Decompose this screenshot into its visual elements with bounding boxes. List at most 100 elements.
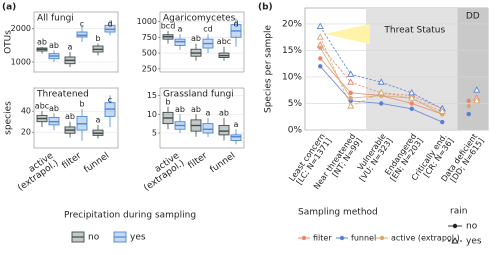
legend-key-marker (379, 235, 385, 241)
marker (377, 88, 385, 96)
x-tick-label-group: funnel (82, 151, 111, 175)
significance-letter: ab (219, 109, 229, 118)
facet-panel (159, 87, 245, 149)
facet-title: Threatened (36, 90, 89, 100)
legend-label: yes (130, 233, 146, 243)
significance-letter: d (107, 20, 112, 29)
box (202, 123, 214, 134)
significance-letter: cd (203, 25, 212, 34)
significance-letter: b (79, 100, 84, 109)
significance-letter: ab (175, 105, 185, 114)
marker (318, 45, 323, 50)
significance-letter: abc (35, 102, 49, 111)
marker (379, 101, 384, 106)
significance-letter: ab (37, 38, 47, 47)
y-tick-label: 1000 (137, 17, 157, 26)
y-tick-label: 500 (142, 49, 157, 58)
legend-label: yes (466, 237, 482, 247)
marker (473, 86, 481, 93)
marker (466, 98, 471, 104)
significance-letter: bcd (161, 21, 176, 30)
significance-letter: a (206, 109, 211, 118)
marker (347, 78, 355, 85)
marker (348, 95, 353, 101)
legend-title: Precipitation during sampling (64, 211, 196, 221)
significance-letter: a (178, 25, 183, 34)
y-tick-label: 5% (288, 99, 303, 109)
significance-letter: a (96, 115, 101, 124)
significance-letter: b (165, 97, 170, 106)
y-tick-label: 15 (147, 91, 157, 100)
x-tick-label-group: active(extrapol.) (16, 151, 60, 194)
legend-title: rain (450, 207, 467, 217)
significance-letter: d (233, 20, 238, 29)
significance-letter: ab (49, 104, 59, 113)
facet-title: All fungi (37, 14, 74, 24)
marker (316, 22, 324, 30)
y-tick-label: 10 (147, 110, 157, 119)
box (218, 125, 230, 136)
legend-label: funnel (351, 234, 376, 243)
marker (452, 223, 458, 229)
y-axis-label: species (4, 101, 14, 135)
legend-title: Sampling method (298, 208, 378, 218)
marker (409, 101, 414, 106)
marker (409, 106, 414, 111)
y-tick-label: 20% (282, 19, 302, 29)
marker (318, 56, 323, 61)
x-tick-label: funnel (82, 151, 111, 175)
x-tick-label: funnel (208, 151, 237, 175)
y-tick-label: 1000 (11, 58, 31, 67)
annotation: DD (466, 12, 480, 22)
y-tick-label: 15% (282, 46, 302, 56)
significance-letter: ab (65, 112, 75, 121)
panel-label: (a) (2, 3, 16, 13)
significance-letter: c (108, 96, 112, 105)
marker (440, 119, 445, 125)
significance-letter: abc (217, 37, 231, 46)
legend-label: filter (313, 234, 332, 243)
x-tick-label-group: filter (60, 151, 83, 171)
legend-label: no (466, 222, 478, 232)
marker (438, 107, 446, 114)
panel-label: (b) (258, 3, 273, 13)
facet-panel (159, 11, 245, 73)
y-tick-label: 250 (142, 64, 157, 73)
marker (451, 237, 459, 244)
facet-title: Agaricomycetes (163, 14, 236, 24)
marker (318, 64, 323, 69)
y-tick-label: 750 (142, 33, 157, 42)
marker (316, 33, 324, 40)
x-tick-label-group: funnel (208, 151, 237, 175)
marker (348, 90, 353, 96)
x-tick-label: filter (186, 151, 209, 171)
dd-band (457, 8, 488, 130)
significance-letter: ab (49, 41, 59, 50)
significance-letter: ab (191, 105, 201, 114)
facet-title: Grassland fungi (163, 90, 234, 100)
x-tick-label-group: active(extrapol.) (142, 151, 186, 194)
legend-key-marker (339, 235, 345, 241)
marker (347, 70, 355, 77)
y-tick-label: 2000 (11, 24, 31, 33)
marker (466, 103, 471, 109)
marker (466, 111, 471, 117)
significance-letter: b (95, 34, 100, 43)
y-tick-label: 10% (282, 72, 302, 82)
significance-letter: c (80, 20, 84, 29)
y-tick-label: 20 (21, 128, 31, 137)
x-tick-label-group: filter (186, 151, 209, 171)
marker (408, 94, 416, 101)
legend-label: no (88, 233, 100, 243)
threat-arrow (324, 24, 370, 44)
x-tick-label: filter (60, 151, 83, 171)
box (230, 134, 242, 141)
box (76, 31, 88, 38)
significance-letter: a (68, 43, 73, 52)
facet-panel (33, 87, 119, 149)
marker (473, 96, 481, 104)
y-axis-label: OTUs (4, 30, 14, 54)
y-tick-label: 5 (152, 129, 157, 138)
y-tick-label: 40 (21, 107, 31, 116)
